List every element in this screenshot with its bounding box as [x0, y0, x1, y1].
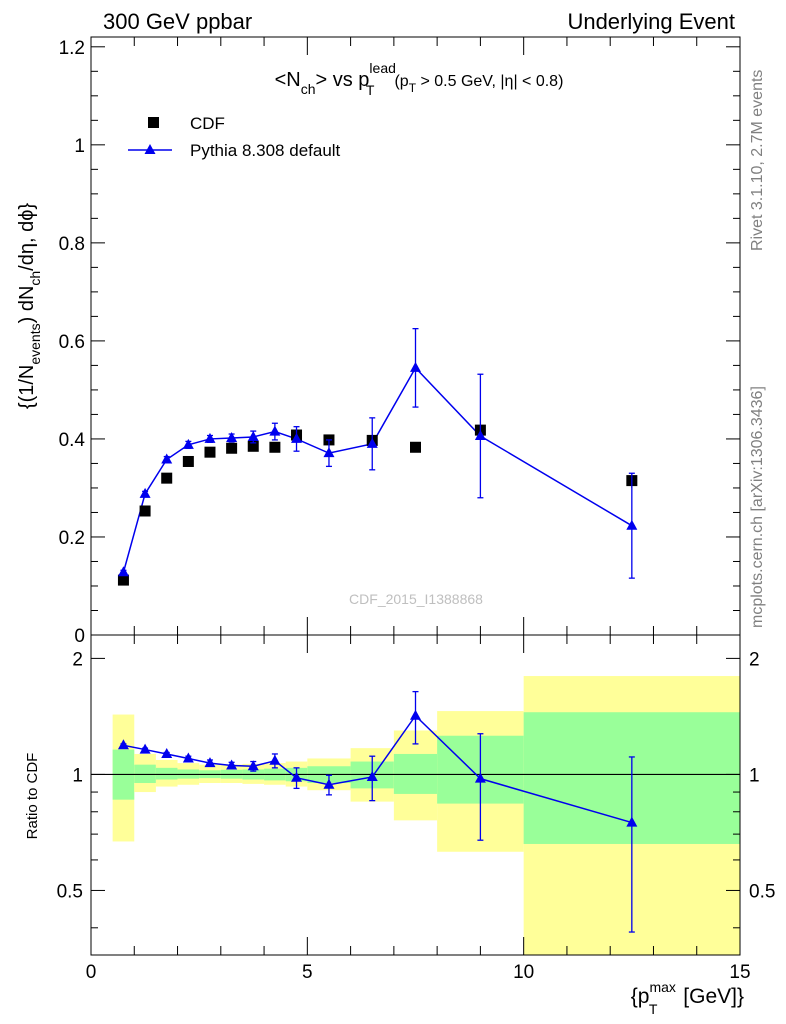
right-title: Underlying Event [567, 9, 735, 34]
ratio-point [626, 816, 638, 827]
ratio-inner-band [155, 767, 178, 780]
ratio-axes: 0.5 0.5 1 1 2 2 0 5 10 15 [57, 634, 775, 983]
main-y-tick-label: 0.2 [59, 528, 85, 549]
legend-cdf-label: CDF [190, 114, 225, 133]
ratio-y-tick-label: 1 [72, 765, 83, 786]
cdf-point [247, 440, 259, 452]
legend: CDF Pythia 8.308 default [128, 114, 341, 160]
ratio-y-tick-label: 2 [72, 649, 83, 670]
ratio-y-tick-label-right: 0.5 [749, 881, 775, 902]
ratio-point [117, 739, 129, 750]
cdf-point [410, 441, 421, 453]
main-y-tick-label: 0.4 [59, 430, 86, 451]
ratio-y-axis-label: Ratio to CDF [24, 753, 41, 840]
ratio-point [269, 754, 281, 765]
ratio-frame [90, 634, 741, 956]
ratio-y-tick-label-right: 1 [749, 765, 760, 786]
x-tick-label: 15 [729, 962, 750, 983]
pythia-point [291, 432, 303, 443]
pythia-point [204, 432, 216, 443]
ratio-point [366, 770, 378, 781]
pythia-point [410, 361, 421, 372]
ratio-point [323, 778, 335, 789]
x-tick-label: 5 [302, 962, 313, 983]
main-plot-title: <Nch> vs plead T (pT > 0.5 GeV, |η| < 0.8) [275, 60, 564, 98]
pythia-point [182, 438, 194, 449]
ratio-point [226, 759, 238, 770]
main-y-tick-label: 0 [74, 626, 85, 647]
pythia-point [139, 487, 151, 498]
cdf-point [204, 446, 216, 458]
pythia-point [247, 430, 259, 441]
legend-cdf-marker [148, 117, 159, 128]
ratio-point [474, 772, 486, 783]
cdf-point [117, 574, 129, 586]
ratio-y-tick-label: 0.5 [57, 881, 83, 902]
ratio-point [161, 747, 173, 758]
ratio-point [291, 771, 303, 782]
pythia-point [117, 566, 129, 577]
pythia-point [474, 429, 486, 440]
rivet-version-label: Rivet 3.1.10, 2.7M events [749, 70, 766, 251]
x-tick-label: 0 [86, 962, 97, 983]
main-y-tick-label: 1.2 [59, 38, 85, 59]
legend-pythia-marker [144, 144, 156, 154]
pythia-point [161, 453, 173, 464]
ratio-point [247, 760, 259, 771]
cdf-point [161, 472, 173, 484]
x-tick-label: 10 [513, 962, 534, 983]
ratio-point [182, 752, 194, 763]
cdf-point [226, 442, 238, 454]
ratio-panel: 0.5 0.5 1 1 2 2 0 5 10 15 Ratio to CDF {pmax T [Ge… [24, 634, 775, 1017]
analysis-watermark: CDF_2015_I1388868 [349, 591, 483, 607]
cdf-point [182, 455, 194, 467]
ratio-series-layer [117, 690, 638, 933]
pythia-line [122, 366, 633, 573]
x-axis-label: {pmax T [GeV]} [631, 979, 744, 1017]
cdf-point [269, 441, 281, 453]
main-panel: <Nch> vs plead T (pT > 0.5 GeV, |η| < 0.8)… [16, 36, 741, 647]
mcplots-label: mcplots.cern.ch [arXiv:1306.3436] [749, 386, 766, 628]
pythia-point [366, 437, 378, 448]
main-y-tick-label: 0.8 [59, 234, 85, 255]
left-title: 300 GeV ppbar [103, 9, 252, 34]
main-series-layer [117, 327, 638, 586]
ratio-point [410, 709, 421, 720]
ratio-y-tick-label-right: 2 [749, 649, 760, 670]
main-axes: 0 0.2 0.4 0.6 0.8 1 1.2 [59, 36, 741, 647]
pythia-point [269, 425, 281, 436]
main-y-tick-label: 0.6 [59, 332, 85, 353]
pythia-point [226, 431, 238, 442]
cdf-point [139, 505, 151, 517]
main-y-axis-label: {(1/Nevents) dNch/dη, dϕ} [16, 203, 43, 410]
main-y-tick-label: 1 [74, 136, 85, 157]
pythia-point [626, 519, 638, 530]
ratio-point [204, 757, 216, 768]
ratio-point [139, 743, 151, 754]
pythia-point [323, 447, 335, 458]
legend-pythia-label: Pythia 8.308 default [190, 141, 341, 160]
